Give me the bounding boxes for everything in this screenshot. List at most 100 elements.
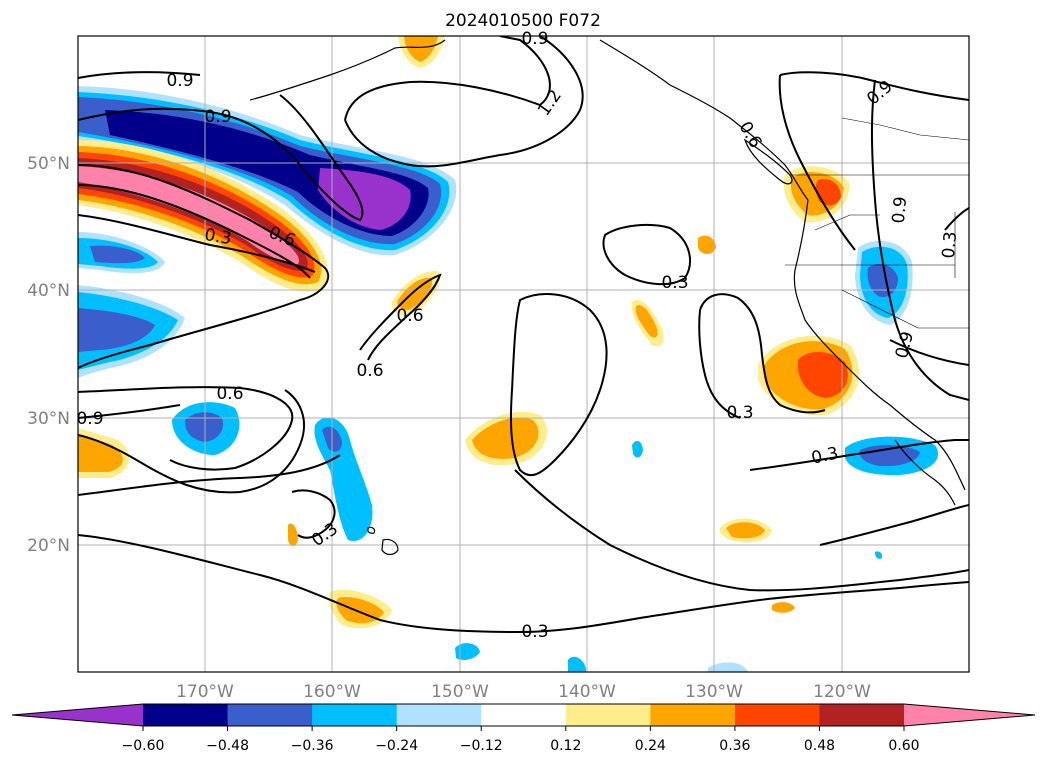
- contour-0.9-west: [78, 404, 181, 419]
- alaska-coast: [249, 39, 446, 101]
- colorbar-segment: [819, 704, 905, 726]
- baja: [894, 439, 956, 506]
- pos-blob-mid-orange: [397, 277, 433, 310]
- lon-label: 120°W: [813, 682, 871, 702]
- lon-axis-labels: 170°W 160°W 150°W 140°W 130°W 120°W: [176, 682, 871, 702]
- contour-0.6-wsouth: [78, 389, 305, 494]
- neg-blob-small-1: [632, 440, 643, 458]
- contour-label: 0.3: [661, 273, 688, 293]
- lon-label: 160°W: [303, 682, 361, 702]
- contour-label: 0.3: [203, 225, 233, 249]
- lat-axis-labels: 50°N 40°N 30°N 20°N: [27, 154, 70, 556]
- pos-blob-small-5: [772, 602, 795, 613]
- hawaii-maui: [367, 526, 376, 534]
- colorbar-segment: [650, 704, 736, 726]
- colorbar-tick-label: 0.48: [804, 738, 835, 754]
- pos-blob-small-2-orange: [635, 305, 658, 338]
- lat-label: 50°N: [27, 154, 70, 174]
- contour-1.2: [344, 36, 551, 121]
- contour-0.3-b: [78, 454, 341, 496]
- contour-0.3-east: [699, 293, 826, 414]
- colorbar-extend-max: [904, 704, 1035, 726]
- us-west-coast: [793, 199, 966, 491]
- colorbar-segment: [312, 704, 398, 726]
- contour-label: 0.9: [166, 71, 193, 91]
- colorbar-tick-label: 0.12: [550, 738, 581, 754]
- neg-blob-west-blue: [90, 245, 145, 264]
- contour-label: 0.6: [356, 361, 383, 381]
- contour-0.3-ne-loop: [602, 223, 691, 286]
- contour-0.3-hawaii: [291, 489, 336, 539]
- contour-label: 0.6: [216, 384, 243, 404]
- contour-0.9-north: [78, 71, 201, 79]
- anomaly-fill-layer: [78, 36, 939, 672]
- lat-label: 40°N: [27, 281, 70, 301]
- pos-blob-small-3-orange: [726, 522, 765, 539]
- state-borders: [785, 117, 970, 329]
- colorbar-segment: [143, 704, 229, 726]
- contour-0.9-ne-b: [778, 74, 856, 251]
- contour-0.6-wide: [78, 386, 294, 471]
- positive-anomaly-pink: [78, 166, 299, 265]
- colorbar-segment: [396, 704, 482, 726]
- contour-0.9-ne: [779, 71, 969, 101]
- colorbar-tick-label: −0.24: [375, 738, 418, 754]
- pos-blob-west-coast-orange: [78, 434, 123, 472]
- contour-0.3-se-b: [819, 504, 969, 546]
- lon-label: 170°W: [176, 682, 234, 702]
- colorbar-tick-label: −0.48: [206, 738, 249, 754]
- contour-0.3-south: [78, 534, 969, 634]
- colorbar-segment: [734, 704, 820, 726]
- pos-blob-small-1: [698, 235, 716, 254]
- lon-label: 140°W: [558, 682, 616, 702]
- colorbar: −0.60 −0.48 −0.36 −0.24 −0.12 0.12 0.24 0.36 0.4…: [11, 703, 1036, 754]
- contour-0.3-east-b: [698, 309, 741, 419]
- neg-blob-small-5: [875, 551, 883, 559]
- colorbar-tick-label: −0.60: [122, 738, 165, 754]
- contour-label: 0.3: [726, 403, 753, 423]
- plot-title: 2024010500 F072: [445, 11, 601, 31]
- pos-blob-small-4: [288, 523, 298, 546]
- contour-0.3-center-loop: [514, 469, 969, 592]
- neg-blob-east-blue: [867, 263, 898, 298]
- neg-blob-w2-blue: [78, 308, 155, 352]
- coastlines: [249, 39, 966, 556]
- contour-label: 0.6: [396, 306, 423, 326]
- contour-0.3-e-b: [944, 207, 969, 231]
- negative-anomaly-purple: [318, 168, 411, 230]
- contour-label: 0.9: [889, 196, 911, 225]
- contour-1.2-b: [344, 36, 584, 168]
- contour-0.3-se: [749, 439, 969, 471]
- colorbar-segment: [565, 704, 651, 726]
- contour-0.3-a: [78, 214, 316, 273]
- lat-label: 20°N: [27, 536, 70, 556]
- hawaii-big: [381, 538, 399, 556]
- pos-blob-center-orange: [472, 417, 539, 459]
- pos-blob-alaska-orange: [404, 36, 438, 62]
- contour-label: 0.3: [521, 622, 548, 642]
- contour-label: 0.3: [939, 231, 961, 260]
- contour-lines: [78, 36, 969, 634]
- map-frame: [77, 35, 970, 673]
- colorbar-segment: [227, 704, 313, 726]
- neg-blob-hawaii-west-blue: [184, 412, 224, 442]
- contour-0.9-e: [870, 79, 969, 401]
- colorbar-ticks: −0.60 −0.48 −0.36 −0.24 −0.12 0.12 0.24 0.36 0.4…: [122, 726, 920, 754]
- colorbar-segment: [481, 704, 567, 726]
- colorbar-tick-label: 0.60: [888, 738, 919, 754]
- gridlines: [78, 36, 969, 672]
- bc-coast: [599, 39, 809, 201]
- lon-label: 130°W: [685, 682, 743, 702]
- neg-blob-small-3: [568, 656, 586, 672]
- contour-0.3-center: [509, 293, 608, 477]
- lon-label: 150°W: [431, 682, 489, 702]
- contour-0.6: [78, 164, 330, 369]
- vancouver-island: [743, 138, 793, 185]
- neg-blob-small-4: [708, 662, 748, 672]
- contour-label: 0.9: [521, 29, 548, 49]
- colorbar-tick-label: −0.36: [291, 738, 334, 754]
- colorbar-tick-label: −0.12: [460, 738, 503, 754]
- colorbar-segments: [143, 704, 905, 726]
- colorbar-extend-min: [12, 704, 143, 726]
